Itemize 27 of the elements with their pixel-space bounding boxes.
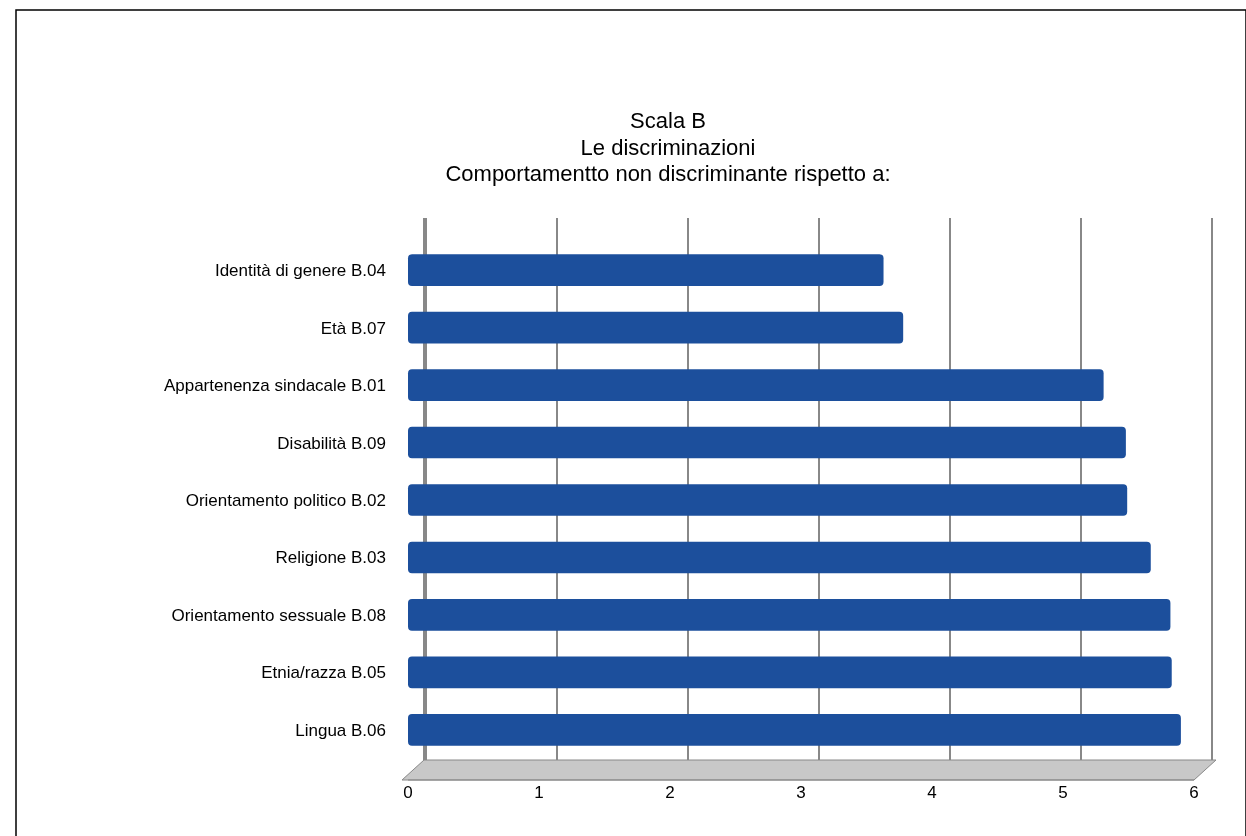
- bar: [408, 311, 904, 344]
- bar: [408, 541, 1151, 574]
- x-tick-label: 0: [403, 783, 413, 802]
- bar: [408, 484, 1128, 516]
- bar: [408, 656, 1172, 689]
- x-tick-label: 4: [927, 783, 937, 802]
- y-tick-label: Lingua B.06: [295, 720, 386, 740]
- bar: [408, 714, 1181, 746]
- y-tick-label: Età B.07: [320, 318, 386, 338]
- x-tick-label: 6: [1189, 783, 1199, 802]
- y-tick-label: Religione B.03: [275, 548, 386, 568]
- x-tick-label: 5: [1058, 783, 1068, 802]
- y-tick-label: Etnia/razza B.05: [261, 663, 386, 683]
- chart-subtitle: Le discriminazioni Comportamentto non discriminante rispetto a:: [445, 135, 891, 186]
- bar: [408, 599, 1171, 631]
- chart-title: Scala B: [630, 108, 706, 133]
- bar: [408, 369, 1104, 401]
- x-tick-label: 2: [665, 783, 675, 802]
- y-tick-label: Orientamento sessuale B.08: [171, 605, 386, 625]
- x-tick-label: 1: [534, 783, 544, 802]
- bar: [408, 426, 1126, 459]
- y-tick-label: Disabilità B.09: [277, 433, 386, 453]
- y-tick-label: Identità di genere B.04: [214, 261, 386, 281]
- x-tick-label: 3: [796, 783, 806, 802]
- bar: [408, 254, 884, 286]
- y-tick-label: Orientamento politico B.02: [185, 491, 386, 510]
- y-tick-label: Appartenenza sindacale B.01: [163, 376, 386, 396]
